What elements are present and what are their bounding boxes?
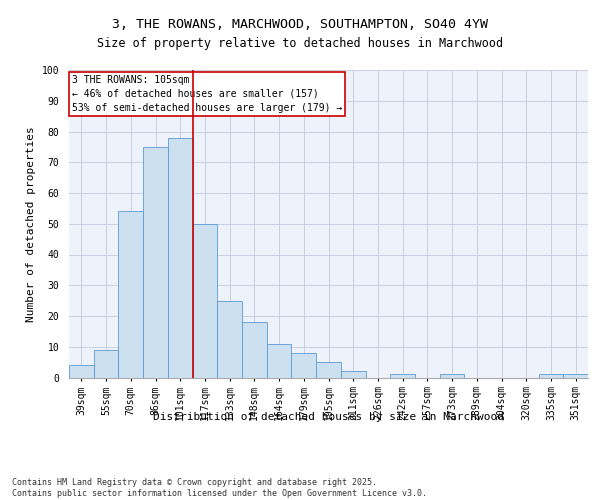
Y-axis label: Number of detached properties: Number of detached properties <box>26 126 36 322</box>
Bar <box>539 374 563 378</box>
Bar <box>217 300 242 378</box>
Bar <box>94 350 118 378</box>
Bar <box>143 147 168 378</box>
Bar <box>118 212 143 378</box>
Bar <box>440 374 464 378</box>
Bar <box>341 372 365 378</box>
Text: Size of property relative to detached houses in Marchwood: Size of property relative to detached ho… <box>97 38 503 51</box>
Bar <box>390 374 415 378</box>
Bar <box>292 353 316 378</box>
Text: Distribution of detached houses by size in Marchwood: Distribution of detached houses by size … <box>154 412 504 422</box>
Bar <box>69 365 94 378</box>
Bar <box>563 374 588 378</box>
Text: 3, THE ROWANS, MARCHWOOD, SOUTHAMPTON, SO40 4YW: 3, THE ROWANS, MARCHWOOD, SOUTHAMPTON, S… <box>112 18 488 30</box>
Bar <box>267 344 292 378</box>
Text: 3 THE ROWANS: 105sqm
← 46% of detached houses are smaller (157)
53% of semi-deta: 3 THE ROWANS: 105sqm ← 46% of detached h… <box>71 74 342 112</box>
Bar <box>316 362 341 378</box>
Bar <box>193 224 217 378</box>
Text: Contains HM Land Registry data © Crown copyright and database right 2025.
Contai: Contains HM Land Registry data © Crown c… <box>12 478 427 498</box>
Bar <box>168 138 193 378</box>
Bar <box>242 322 267 378</box>
